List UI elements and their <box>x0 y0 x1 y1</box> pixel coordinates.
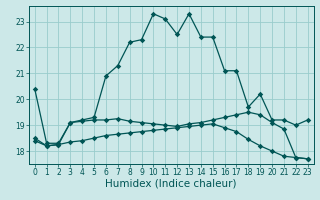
X-axis label: Humidex (Indice chaleur): Humidex (Indice chaleur) <box>106 179 237 189</box>
